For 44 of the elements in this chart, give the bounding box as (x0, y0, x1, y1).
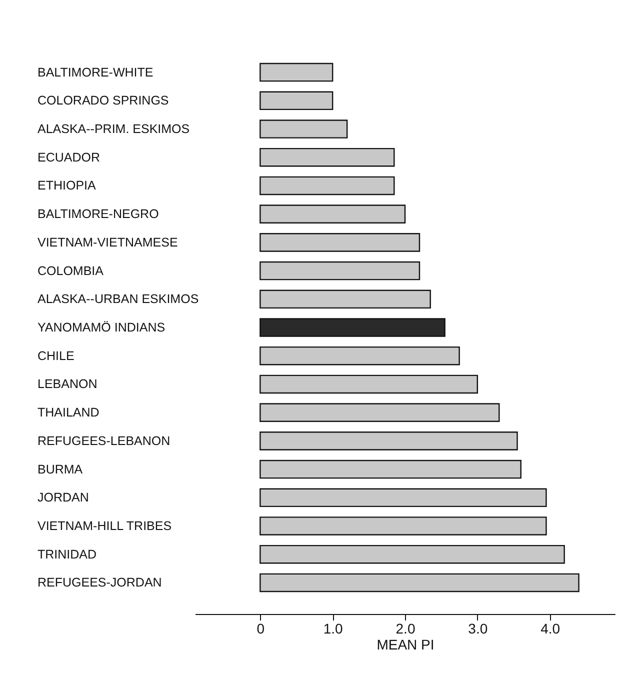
bar (260, 516, 547, 536)
bar (260, 488, 547, 508)
y-tick-label: ALASKA--PRIM. ESKIMOS (38, 122, 190, 136)
y-tick-label: REFUGEES-JORDAN (38, 576, 162, 590)
y-tick-label: YANOMAMÖ INDIANS (38, 320, 166, 334)
y-tick-label: VIETNAM-HILL TRIBES (38, 518, 172, 533)
bar (260, 403, 500, 422)
y-tick-label: COLORADO SPRINGS (38, 94, 169, 108)
x-tick-label: 4.0 (540, 620, 560, 636)
y-tick-label: TRINIDAD (38, 547, 97, 562)
y-tick-label: LEBANON (38, 377, 98, 392)
y-tick-label: THAILAND (38, 406, 100, 420)
x-axis-title: MEAN PI (376, 636, 434, 652)
bar (260, 573, 580, 592)
y-tick-label: REFUGEES-LEBANON (38, 434, 170, 448)
y-tick-label: VIETNAM-VIETNAMESE (38, 235, 178, 250)
bar (260, 204, 406, 224)
x-tick-label: 1.0 (323, 620, 344, 636)
bar (260, 318, 446, 337)
bar (260, 261, 420, 280)
bar (260, 460, 522, 479)
bar (260, 432, 518, 450)
y-tick-label: BALTIMORE-WHITE (38, 65, 154, 80)
bar (260, 148, 395, 167)
bar (260, 374, 478, 394)
y-tick-label: JORDAN (38, 490, 89, 505)
y-tick-label: ECUADOR (38, 150, 100, 164)
y-tick-label: CHILE (38, 348, 74, 363)
bar (260, 120, 348, 138)
bar (260, 233, 420, 252)
y-tick-label: COLOMBIA (38, 264, 104, 278)
x-tick-label: 0 (256, 620, 265, 636)
bar (260, 346, 460, 366)
x-tick-label: 2.0 (396, 620, 416, 636)
bar (260, 176, 395, 196)
bar (260, 290, 431, 309)
y-tick-label: ETHIOPIA (38, 178, 97, 193)
bar (260, 544, 565, 564)
bar (260, 91, 334, 110)
y-tick-label: ALASKA--URBAN ESKIMOS (38, 292, 199, 306)
bar (260, 62, 334, 82)
x-tick-label: 3.0 (468, 620, 488, 636)
y-tick-label: BALTIMORE-NEGRO (38, 207, 160, 222)
y-tick-label: BURMA (38, 462, 84, 476)
